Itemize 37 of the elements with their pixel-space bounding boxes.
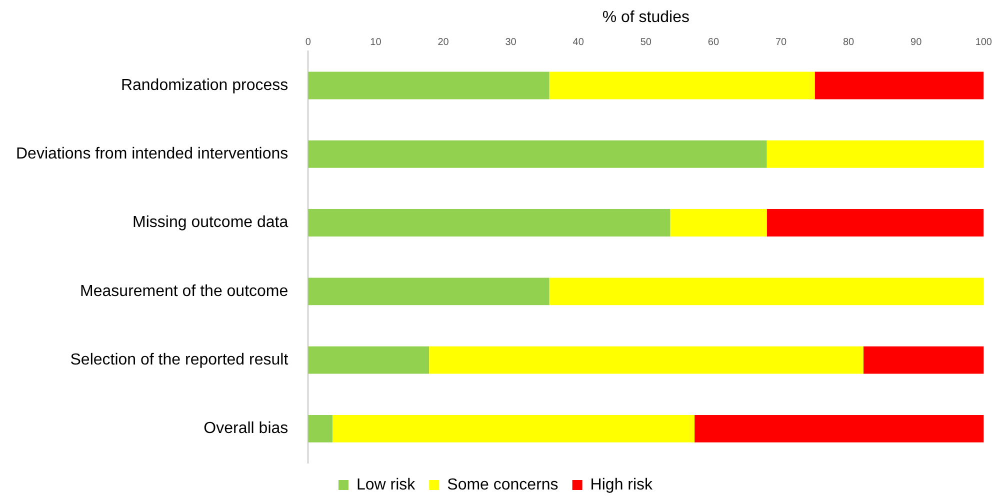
x-tick-label: 20 (438, 36, 450, 48)
bar (694, 414, 984, 442)
bar (863, 346, 984, 374)
x-tick-label: 50 (640, 36, 652, 48)
bar (308, 209, 670, 237)
x-tick-label: 70 (775, 36, 788, 48)
bar (766, 209, 984, 237)
x-tick-label: 60 (708, 36, 720, 48)
y-tick-label: Overall bias (204, 420, 288, 438)
y-tick-label: Measurement of the outcome (80, 282, 288, 300)
x-tick-label: 0 (305, 36, 312, 48)
x-tick-label: 100 (975, 36, 992, 48)
legend-label: Some concerns (447, 476, 558, 494)
y-tick-label: Deviations from intended interventions (16, 146, 288, 163)
bar (308, 278, 550, 306)
legend-label: High risk (590, 476, 654, 494)
bar (549, 72, 815, 100)
x-axis-title: % of studies (602, 9, 690, 26)
bar (308, 140, 767, 168)
y-tick-label: Missing outcome data (132, 214, 288, 232)
bar (332, 414, 695, 442)
x-tick-label: 10 (370, 36, 382, 48)
bar (308, 414, 332, 442)
y-tick-label: Randomization process (120, 76, 288, 94)
bar (429, 346, 864, 374)
x-tick-label: 80 (842, 36, 855, 48)
legend-label: Low risk (356, 476, 416, 494)
bar (766, 140, 984, 168)
bar (549, 278, 984, 306)
bar (814, 72, 984, 100)
bar (670, 209, 767, 237)
y-tick-label: Selection of the reported result (70, 351, 289, 368)
x-tick-label: 40 (572, 36, 584, 48)
x-tick-label: 90 (910, 36, 922, 48)
bar (308, 72, 550, 100)
bar (308, 346, 430, 374)
x-tick-label: 30 (505, 36, 517, 48)
